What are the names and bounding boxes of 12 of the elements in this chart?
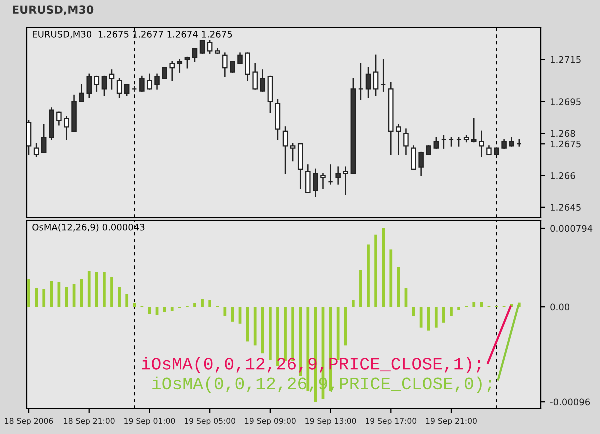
- y-tick-label: -0.00096: [550, 398, 590, 406]
- y-tick-label: 1.266: [551, 172, 576, 180]
- chart-title: OsMA(12,26,9) 0.000043: [32, 224, 145, 232]
- y-tick-label: 1.268: [551, 130, 576, 138]
- chart-subtitle: EURUSD,M30 1.2675 1.2677 1.2674 1.2675: [33, 31, 232, 39]
- y-tick-label: 1.2695: [551, 98, 581, 106]
- y-tick-label: 1.2645: [551, 204, 581, 211]
- chart-title: EURUSD,M30: [13, 6, 94, 16]
- y-tick-label: 0.00: [550, 304, 570, 311]
- y-tick-label: 1.2715: [551, 56, 581, 64]
- y-tick-label: 1.2675: [551, 140, 581, 148]
- y-tick-label: 0.000794: [550, 225, 593, 232]
